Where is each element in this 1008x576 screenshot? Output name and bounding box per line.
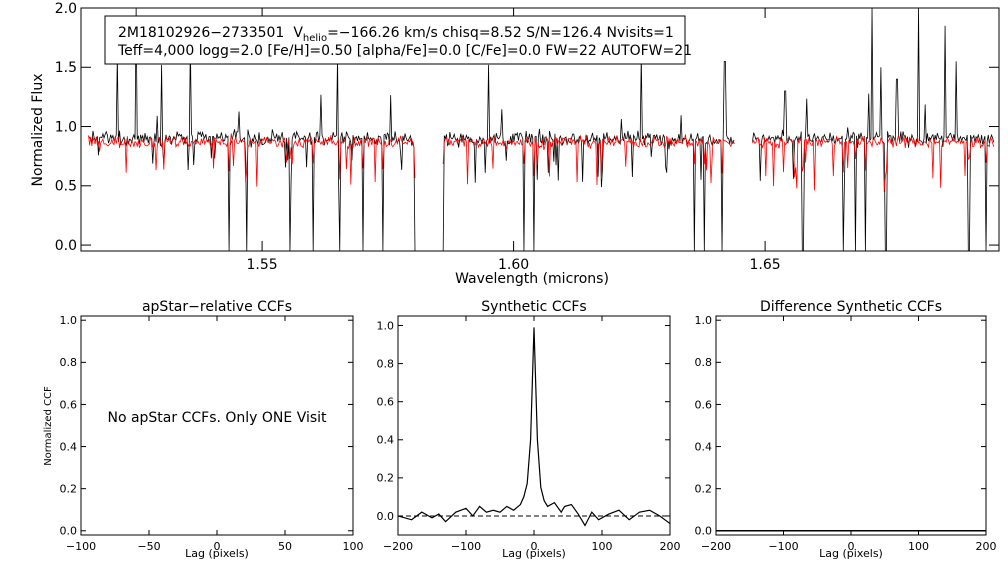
ytick-label: 0.6 xyxy=(695,398,713,411)
ytick-label: 0.4 xyxy=(60,440,78,453)
apstar-ccf-ylabel: Normalized CCF xyxy=(43,386,54,466)
info-star-id: 2M18102926−2733501 xyxy=(118,25,284,41)
apstar-ccf-message: No apStar CCFs. Only ONE Visit xyxy=(107,410,327,426)
xtick-label: −100 xyxy=(451,540,481,553)
ytick-label: 1.0 xyxy=(60,314,78,327)
info-v-value: =−166.26 km/s chisq=8.52 S/N=126.4 Nvisi… xyxy=(327,25,674,41)
synthetic-ccf-ticks: −200 −100 0 100 200 0.0 0.2 0.4 0.6 0.8 1.0 xyxy=(377,316,681,553)
ytick-label: 0.0 xyxy=(695,525,713,538)
xtick-label: 200 xyxy=(976,540,997,553)
xtick-label: 0 xyxy=(531,540,538,553)
synthetic-ccf-xlabel: Lag (pixels) xyxy=(502,547,566,560)
xtick-label: 100 xyxy=(343,540,364,553)
ytick-label: 0.2 xyxy=(695,483,713,496)
info-line-2: Teff=4,000 logg=2.0 [Fe/H]=0.50 [alpha/F… xyxy=(117,43,692,59)
xtick-label: −100 xyxy=(768,540,798,553)
spectrum-xlabel: Wavelength (microns) xyxy=(455,271,609,287)
ytick-label: 1.0 xyxy=(695,314,713,327)
xtick-label: −200 xyxy=(701,540,731,553)
difference-ccf-title: Difference Synthetic CCFs xyxy=(760,299,942,315)
ytick-label: 0.0 xyxy=(55,238,77,254)
xtick-label: 50 xyxy=(278,540,292,553)
ytick-label: 0.6 xyxy=(60,398,78,411)
xtick-label: 1.65 xyxy=(750,257,781,273)
xtick-label: −200 xyxy=(383,540,413,553)
ytick-label: 0.2 xyxy=(60,483,78,496)
ytick-label: 0.4 xyxy=(695,440,713,453)
apstar-ccf-panel: apStar−relative CCFs −100 −50 0 50 100 0.0 0.2… xyxy=(43,299,364,560)
ytick-label: 0.8 xyxy=(377,357,395,370)
xtick-label: 100 xyxy=(592,540,613,553)
apstar-ccf-xlabel: Lag (pixels) xyxy=(185,547,249,560)
ytick-label: 0.6 xyxy=(377,396,395,409)
info-box: 2M18102926−2733501 Vhelio=−166.26 km/s ch… xyxy=(104,15,692,65)
xtick-label: 100 xyxy=(908,540,929,553)
ytick-label: 1.5 xyxy=(55,60,77,76)
apstar-ccf-ticks: −100 −50 0 50 100 0.0 0.2 0.4 0.6 0.8 1.0 xyxy=(60,314,364,553)
ytick-label: 2.0 xyxy=(55,1,77,17)
ytick-label: 0.8 xyxy=(695,356,713,369)
synthetic-ccf-series xyxy=(397,327,671,527)
ytick-label: 0.0 xyxy=(377,510,395,523)
spectrum-ylabel: Normalized Flux xyxy=(30,74,46,187)
xtick-label: 0 xyxy=(848,540,855,553)
ytick-label: 1.0 xyxy=(55,119,77,135)
synthetic-ccf-panel: Synthetic CCFs −200 −100 0 100 200 0.0 0.2 0.4 0… xyxy=(377,299,681,560)
xtick-label: 1.55 xyxy=(246,257,277,273)
info-box-frame xyxy=(104,15,686,65)
xtick-label: 200 xyxy=(660,540,681,553)
info-v-subscript: helio xyxy=(303,33,327,44)
synthetic-ccf-line xyxy=(397,327,671,527)
ytick-label: 1.0 xyxy=(377,319,395,332)
synthetic-ccf-title: Synthetic CCFs xyxy=(481,299,586,315)
spectrum-model-line xyxy=(88,133,995,192)
ytick-label: 0.0 xyxy=(60,525,78,538)
xtick-label: 0 xyxy=(214,540,221,553)
info-v-label: V xyxy=(293,25,303,41)
spectrum-axes-frame xyxy=(80,7,1000,252)
spectrum-ticks: 1.55 1.60 1.65 0.0 0.5 1.0 1.5 2.0 xyxy=(55,1,999,273)
ytick-label: 0.5 xyxy=(55,179,77,195)
spectrum-series xyxy=(88,7,995,252)
difference-ccf-xlabel: Lag (pixels) xyxy=(819,547,883,560)
difference-ccf-panel: Difference Synthetic CCFs −200 −100 0 100 20… xyxy=(695,299,997,560)
ytick-label: 0.4 xyxy=(377,434,395,447)
xtick-label: −100 xyxy=(66,540,96,553)
xtick-label: −50 xyxy=(137,540,160,553)
ytick-label: 0.8 xyxy=(60,356,78,369)
apstar-ccf-title: apStar−relative CCFs xyxy=(142,299,292,315)
xtick-label: 1.60 xyxy=(498,257,529,273)
spectrum-panel: 1.55 1.60 1.65 0.0 0.5 1.0 1.5 2.0 Wavelength (… xyxy=(30,1,1000,287)
ytick-label: 0.2 xyxy=(377,472,395,485)
info-line-1: 2M18102926−2733501 Vhelio=−166.26 km/s ch… xyxy=(118,25,674,44)
